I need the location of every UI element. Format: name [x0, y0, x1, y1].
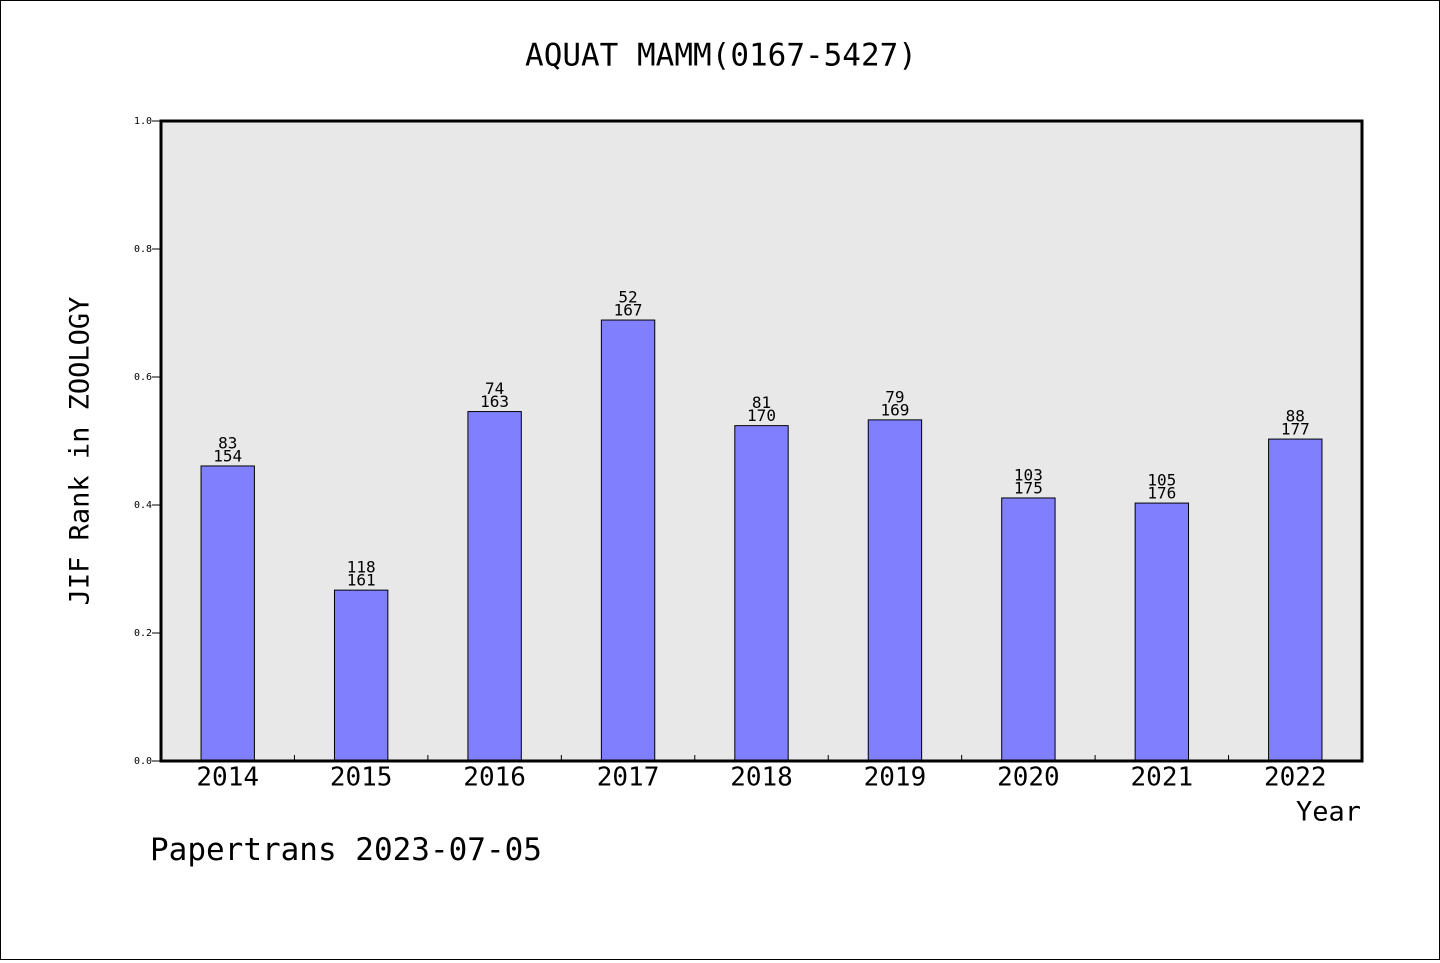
bar-rank-label: 88	[1286, 407, 1305, 426]
bar-total-label: 163	[480, 392, 509, 411]
bar-rank-label: 74	[485, 379, 504, 398]
y-axis-ticks: 0.0 0.2 0.4 0.6 0.8 1.0	[134, 116, 161, 767]
footer-credit: Papertrans 2023-07-05	[150, 832, 542, 868]
bar-2019	[867, 419, 923, 762]
x-tick-label: 2019	[864, 763, 927, 793]
bar-2022	[1268, 438, 1323, 762]
bar-2014	[200, 465, 255, 762]
bar-total-label: 176	[1147, 484, 1176, 503]
bar-2015	[333, 589, 389, 762]
y-tick-label: 0.4	[134, 500, 152, 511]
y-tick-label: 1.0	[134, 116, 152, 127]
x-tick-label: 2015	[330, 763, 393, 793]
x-tick-label: 2022	[1264, 763, 1327, 793]
x-tick-label: 2014	[196, 763, 259, 793]
bar-rank-label: 79	[885, 387, 904, 406]
bar-rank-label: 81	[752, 393, 771, 412]
y-tick-label: 0.0	[134, 756, 152, 767]
y-tick-label: 0.2	[134, 628, 152, 639]
bar-total-label: 167	[614, 301, 643, 320]
bar-total-label: 161	[347, 571, 376, 590]
chart-title: AQUAT MAMM(0167-5427)	[525, 38, 917, 74]
bar-2021	[1134, 502, 1190, 762]
bar-rank-label: 52	[618, 288, 637, 307]
bar-total-label: 175	[1014, 478, 1043, 497]
x-tick-label: 2020	[997, 763, 1060, 793]
bar-2018	[734, 425, 789, 762]
bar-2016	[467, 411, 522, 762]
x-tick-label: 2017	[597, 763, 660, 793]
x-tick-label: 2021	[1131, 763, 1194, 793]
y-tick-label: 0.6	[134, 372, 152, 383]
x-tick-label: 2016	[463, 763, 526, 793]
bar-rank-label: 118	[347, 558, 376, 577]
bar-rank-label: 103	[1014, 465, 1043, 484]
x-axis-label: Year	[1296, 797, 1361, 828]
y-axis-label: JIF Rank in ZOOLOGY	[65, 297, 96, 606]
bar-rank-label: 83	[218, 433, 237, 452]
bar-total-label: 169	[880, 400, 909, 419]
bar-2017	[600, 319, 656, 762]
bar-total-label: 170	[747, 406, 776, 425]
bar-2020	[1001, 497, 1056, 762]
x-axis-ticks: 2014 2015 2016 2017 2018 2019 2020 2021 2022	[196, 755, 1327, 793]
y-tick-label: 0.8	[134, 244, 152, 255]
x-tick-label: 2018	[730, 763, 793, 793]
bar-total-label: 177	[1281, 420, 1310, 439]
plot-border	[159, 119, 1364, 763]
bar-total-label: 154	[213, 446, 242, 465]
bar-rank-label: 105	[1147, 471, 1176, 490]
